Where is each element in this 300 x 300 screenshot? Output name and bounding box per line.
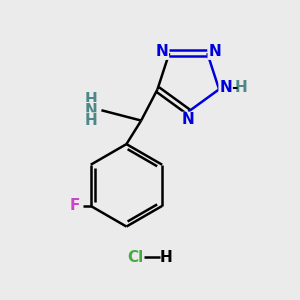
Text: N: N bbox=[155, 44, 168, 59]
Text: H: H bbox=[160, 250, 172, 265]
Text: F: F bbox=[69, 198, 80, 213]
Text: -: - bbox=[231, 80, 238, 95]
Text: Cl: Cl bbox=[127, 250, 143, 265]
Text: N: N bbox=[219, 80, 232, 95]
Text: H: H bbox=[235, 80, 247, 95]
Text: N: N bbox=[84, 103, 97, 118]
Text: N: N bbox=[182, 112, 195, 128]
Text: H: H bbox=[84, 113, 97, 128]
Text: H: H bbox=[84, 92, 97, 107]
Text: N: N bbox=[208, 44, 221, 59]
